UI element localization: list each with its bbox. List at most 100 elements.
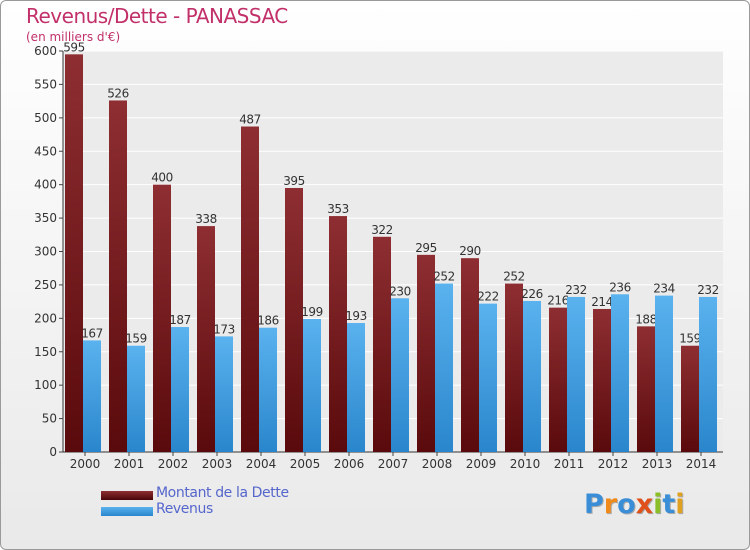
bar-revenus xyxy=(391,298,409,452)
logo-letter: o xyxy=(617,489,636,520)
data-label-revenus: 186 xyxy=(257,314,278,328)
data-label-revenus: 167 xyxy=(81,326,102,340)
y-tick-label: 350 xyxy=(34,211,57,225)
bar-revenus xyxy=(259,327,277,452)
logo-letter: i xyxy=(653,489,663,520)
bar-revenus xyxy=(435,283,453,452)
x-tick-label: 2001 xyxy=(114,457,145,471)
logo-letter: r xyxy=(603,489,618,520)
bar-revenus xyxy=(347,323,365,452)
data-label-dette: 290 xyxy=(459,244,480,258)
y-tick-label: 500 xyxy=(34,111,57,125)
bar-dette xyxy=(417,254,435,452)
bar-dette xyxy=(241,126,259,452)
data-label-dette: 214 xyxy=(591,295,612,309)
x-tick-label: 2000 xyxy=(70,457,101,471)
bar-revenus xyxy=(171,327,189,452)
y-tick-label: 150 xyxy=(34,345,57,359)
bar-dette xyxy=(153,184,171,452)
y-tick-label: 100 xyxy=(34,378,57,392)
data-label-dette: 252 xyxy=(503,270,524,284)
data-label-revenus: 187 xyxy=(169,313,190,327)
bar-dette xyxy=(681,345,699,452)
data-label-revenus: 159 xyxy=(125,332,146,346)
legend-swatch-revenus xyxy=(101,507,153,516)
y-tick-label: 250 xyxy=(34,278,57,292)
bar-revenus xyxy=(699,296,717,452)
data-label-dette: 159 xyxy=(679,332,700,346)
bar-revenus xyxy=(655,295,673,452)
x-tick-label: 2009 xyxy=(466,457,497,471)
x-tick-label: 2010 xyxy=(510,457,541,471)
x-tick-label: 2004 xyxy=(246,457,277,471)
y-tick-label: 450 xyxy=(34,144,57,158)
y-tick-label: 0 xyxy=(49,445,57,459)
y-tick-label: 400 xyxy=(34,178,57,192)
data-label-revenus: 199 xyxy=(301,305,322,319)
y-tick-label: 600 xyxy=(34,44,57,58)
x-tick-label: 2007 xyxy=(378,457,409,471)
bar-dette xyxy=(549,307,567,452)
bar-dette xyxy=(65,54,83,452)
chart-title: Revenus/Dette - PANASSAC xyxy=(26,4,288,28)
data-label-dette: 526 xyxy=(107,86,128,100)
chart-subtitle: (en milliers d'€) xyxy=(26,30,121,44)
data-label-revenus: 230 xyxy=(389,284,410,298)
bar-dette xyxy=(461,258,479,452)
data-label-dette: 353 xyxy=(327,202,348,216)
data-label-revenus: 236 xyxy=(609,280,630,294)
x-tick-label: 2003 xyxy=(202,457,233,471)
logo-letter: x xyxy=(635,489,654,520)
data-label-revenus: 173 xyxy=(213,322,234,336)
data-label-revenus: 252 xyxy=(433,270,454,284)
y-tick-label: 200 xyxy=(34,311,57,325)
x-tick-label: 2011 xyxy=(554,457,585,471)
x-tick-label: 2012 xyxy=(598,457,629,471)
bar-dette xyxy=(109,100,127,452)
bar-revenus xyxy=(567,296,585,452)
bar-dette xyxy=(285,188,303,452)
data-label-revenus: 193 xyxy=(345,309,366,323)
x-tick-label: 2002 xyxy=(158,457,189,471)
bar-revenus xyxy=(479,303,497,452)
bar-revenus xyxy=(303,319,321,452)
data-label-dette: 338 xyxy=(195,212,216,226)
logo-letter: i xyxy=(675,489,685,520)
x-tick-label: 2005 xyxy=(290,457,321,471)
bar-dette xyxy=(373,236,391,452)
y-tick-label: 300 xyxy=(34,245,57,259)
proxiti-logo: Proxiti xyxy=(584,489,685,520)
data-label-dette: 595 xyxy=(63,40,84,54)
bar-dette xyxy=(593,308,611,452)
x-tick-label: 2014 xyxy=(686,457,717,471)
data-label-revenus: 234 xyxy=(653,282,674,296)
x-tick-label: 2006 xyxy=(334,457,365,471)
legend-label-revenus: Revenus xyxy=(156,501,213,517)
data-label-revenus: 232 xyxy=(697,283,718,297)
data-label-revenus: 232 xyxy=(565,283,586,297)
data-label-dette: 322 xyxy=(371,223,392,237)
data-label-dette: 395 xyxy=(283,174,304,188)
data-label-revenus: 222 xyxy=(477,290,498,304)
x-tick-label: 2013 xyxy=(642,457,673,471)
bar-revenus xyxy=(215,336,233,452)
data-label-dette: 487 xyxy=(239,113,260,127)
bar-dette xyxy=(637,326,655,452)
x-tick-label: 2008 xyxy=(422,457,453,471)
bar-dette xyxy=(197,226,215,452)
data-label-dette: 400 xyxy=(151,171,172,185)
legend-label-dette: Montant de la Dette xyxy=(156,485,289,501)
logo-letter: t xyxy=(662,489,676,520)
bar-revenus xyxy=(83,340,101,452)
bar-dette xyxy=(505,283,523,452)
logo-letter: P xyxy=(584,489,604,520)
bar-revenus xyxy=(127,345,145,452)
data-label-dette: 295 xyxy=(415,241,436,255)
bar-revenus xyxy=(523,300,541,452)
y-tick-label: 550 xyxy=(34,77,57,91)
data-label-revenus: 226 xyxy=(521,287,542,301)
data-label-dette: 188 xyxy=(635,312,656,326)
bar-dette xyxy=(329,216,347,452)
